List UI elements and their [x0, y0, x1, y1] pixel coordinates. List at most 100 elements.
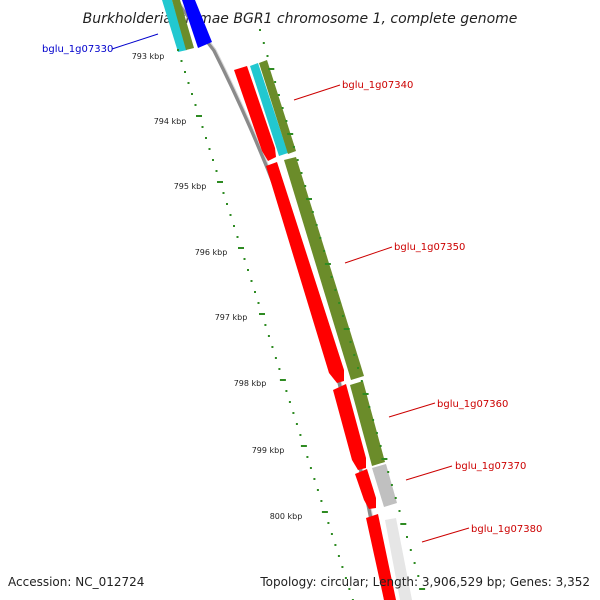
ruler-tick — [321, 511, 328, 513]
cds-arrow-07350[interactable] — [266, 162, 344, 383]
cds-arrow-07340[interactable] — [234, 66, 276, 161]
ruler-dot — [299, 434, 302, 436]
gene-label-07380[interactable]: bglu_1g07380 — [471, 524, 542, 535]
ruler-dot — [257, 302, 260, 304]
cds-arrow-07360[interactable] — [333, 384, 366, 470]
ruler-dot — [330, 533, 333, 535]
gene-block-cyan-top[interactable] — [162, 0, 187, 52]
outer-dot — [262, 42, 265, 44]
leader-07340 — [293, 84, 341, 101]
ruler-dot — [271, 346, 274, 348]
ruler-dot — [316, 489, 319, 491]
leader-07370 — [405, 465, 453, 481]
cds-arrow-07370[interactable] — [355, 469, 376, 509]
outer-dash — [343, 328, 350, 330]
outer-dot — [285, 120, 288, 122]
outer-dot — [409, 549, 412, 551]
outer-dot — [357, 367, 359, 369]
outer-dot — [387, 471, 390, 473]
outer-dot — [394, 497, 397, 499]
ruler-dot — [250, 280, 253, 282]
tick-label-793: 793 kbp — [132, 52, 165, 61]
gene-block-grey-07370[interactable] — [372, 464, 397, 507]
outer-dash — [400, 523, 407, 525]
ruler-dot — [184, 71, 186, 73]
ruler-dot — [208, 148, 211, 150]
ruler-dot — [233, 225, 235, 227]
cds-arrow-07380[interactable] — [366, 514, 396, 600]
outer-dot — [281, 107, 284, 109]
tick-label-797: 797 kbp — [215, 313, 248, 322]
summary-text: Topology: circular; Length: 3,906,529 bp… — [260, 575, 590, 589]
ruler-dot — [327, 522, 330, 524]
tick-label-795: 795 kbp — [174, 182, 207, 191]
gene-label-07360[interactable]: bglu_1g07360 — [437, 399, 508, 410]
outer-dash — [324, 263, 331, 265]
ruler-dot — [341, 566, 344, 568]
leader-07330 — [111, 33, 159, 50]
ruler-dot — [320, 500, 323, 502]
gene-block-olive-top[interactable] — [172, 0, 194, 50]
outer-dot — [379, 445, 382, 447]
ruler-dot — [236, 236, 239, 238]
gene-block-olive-07350[interactable] — [284, 157, 364, 380]
ruler-dot — [309, 467, 312, 469]
ruler-dot — [306, 456, 309, 458]
outer-dot — [417, 575, 420, 577]
ruler-dot — [348, 588, 351, 590]
ruler-dot — [344, 577, 347, 579]
tick-label-800: 800 kbp — [270, 512, 303, 521]
outer-dot — [274, 81, 277, 83]
gene-block-olive-07340[interactable] — [259, 60, 296, 154]
accession-text: Accession: NC_012724 — [8, 575, 145, 589]
ruler-dot — [180, 60, 183, 62]
ruler-dot — [187, 82, 190, 84]
gene-label-07370[interactable]: bglu_1g07370 — [455, 461, 526, 472]
outer-dot — [375, 432, 378, 434]
gene-block-cyan-07340[interactable] — [250, 63, 288, 156]
ruler-dot — [264, 324, 267, 326]
ruler-dot — [194, 104, 197, 106]
ruler-dot — [334, 544, 337, 546]
outer-dot — [292, 146, 295, 148]
outer-dot — [372, 419, 375, 421]
ruler-dot — [191, 93, 193, 95]
outer-dash — [362, 393, 369, 395]
gene-block-blue-top[interactable] — [182, 0, 212, 48]
outer-dash — [268, 68, 275, 70]
gene-labels: bglu_1g07330 bglu_1g07340 bglu_1g07350 b… — [42, 44, 542, 535]
gene-label-07340[interactable]: bglu_1g07340 — [342, 80, 413, 91]
outer-dot — [398, 510, 401, 512]
ruler-dot — [292, 412, 295, 414]
gene-label-07330[interactable]: bglu_1g07330 — [42, 44, 113, 55]
tick-label-796: 796 kbp — [195, 248, 228, 257]
gene-block-grey-07380[interactable] — [385, 518, 412, 600]
outer-dot — [334, 289, 337, 291]
ruler-dot — [288, 401, 291, 403]
gene-block-olive-07360[interactable] — [350, 381, 385, 466]
map-title: Burkholderia glumae BGR1 chromosome 1, c… — [83, 11, 518, 27]
outer-dash — [306, 198, 312, 200]
outer-dot — [390, 484, 393, 486]
tick-label-799: 799 kbp — [252, 446, 285, 455]
outer-dot — [319, 237, 322, 239]
outer-dot — [304, 185, 307, 187]
ruler-tick — [217, 181, 223, 183]
ruler-dot — [254, 291, 256, 293]
ruler-dot — [215, 170, 218, 172]
ruler-dot — [212, 159, 214, 161]
ruler-dot — [313, 478, 316, 480]
ruler-tick — [279, 379, 286, 381]
outer-dot — [277, 94, 280, 96]
ruler-dot — [201, 126, 204, 128]
ruler-dot — [222, 192, 225, 194]
leader-07360 — [388, 402, 436, 418]
ruler-tick — [238, 247, 244, 249]
ruler-dot — [177, 49, 179, 51]
ruler-dot — [243, 258, 246, 260]
gene-label-07350[interactable]: bglu_1g07350 — [394, 242, 465, 253]
ruler-tick — [259, 313, 265, 315]
tick-labels: 793 kbp 794 kbp 795 kbp 796 kbp 797 kbp … — [132, 52, 303, 521]
outer-dot-track — [259, 29, 426, 590]
